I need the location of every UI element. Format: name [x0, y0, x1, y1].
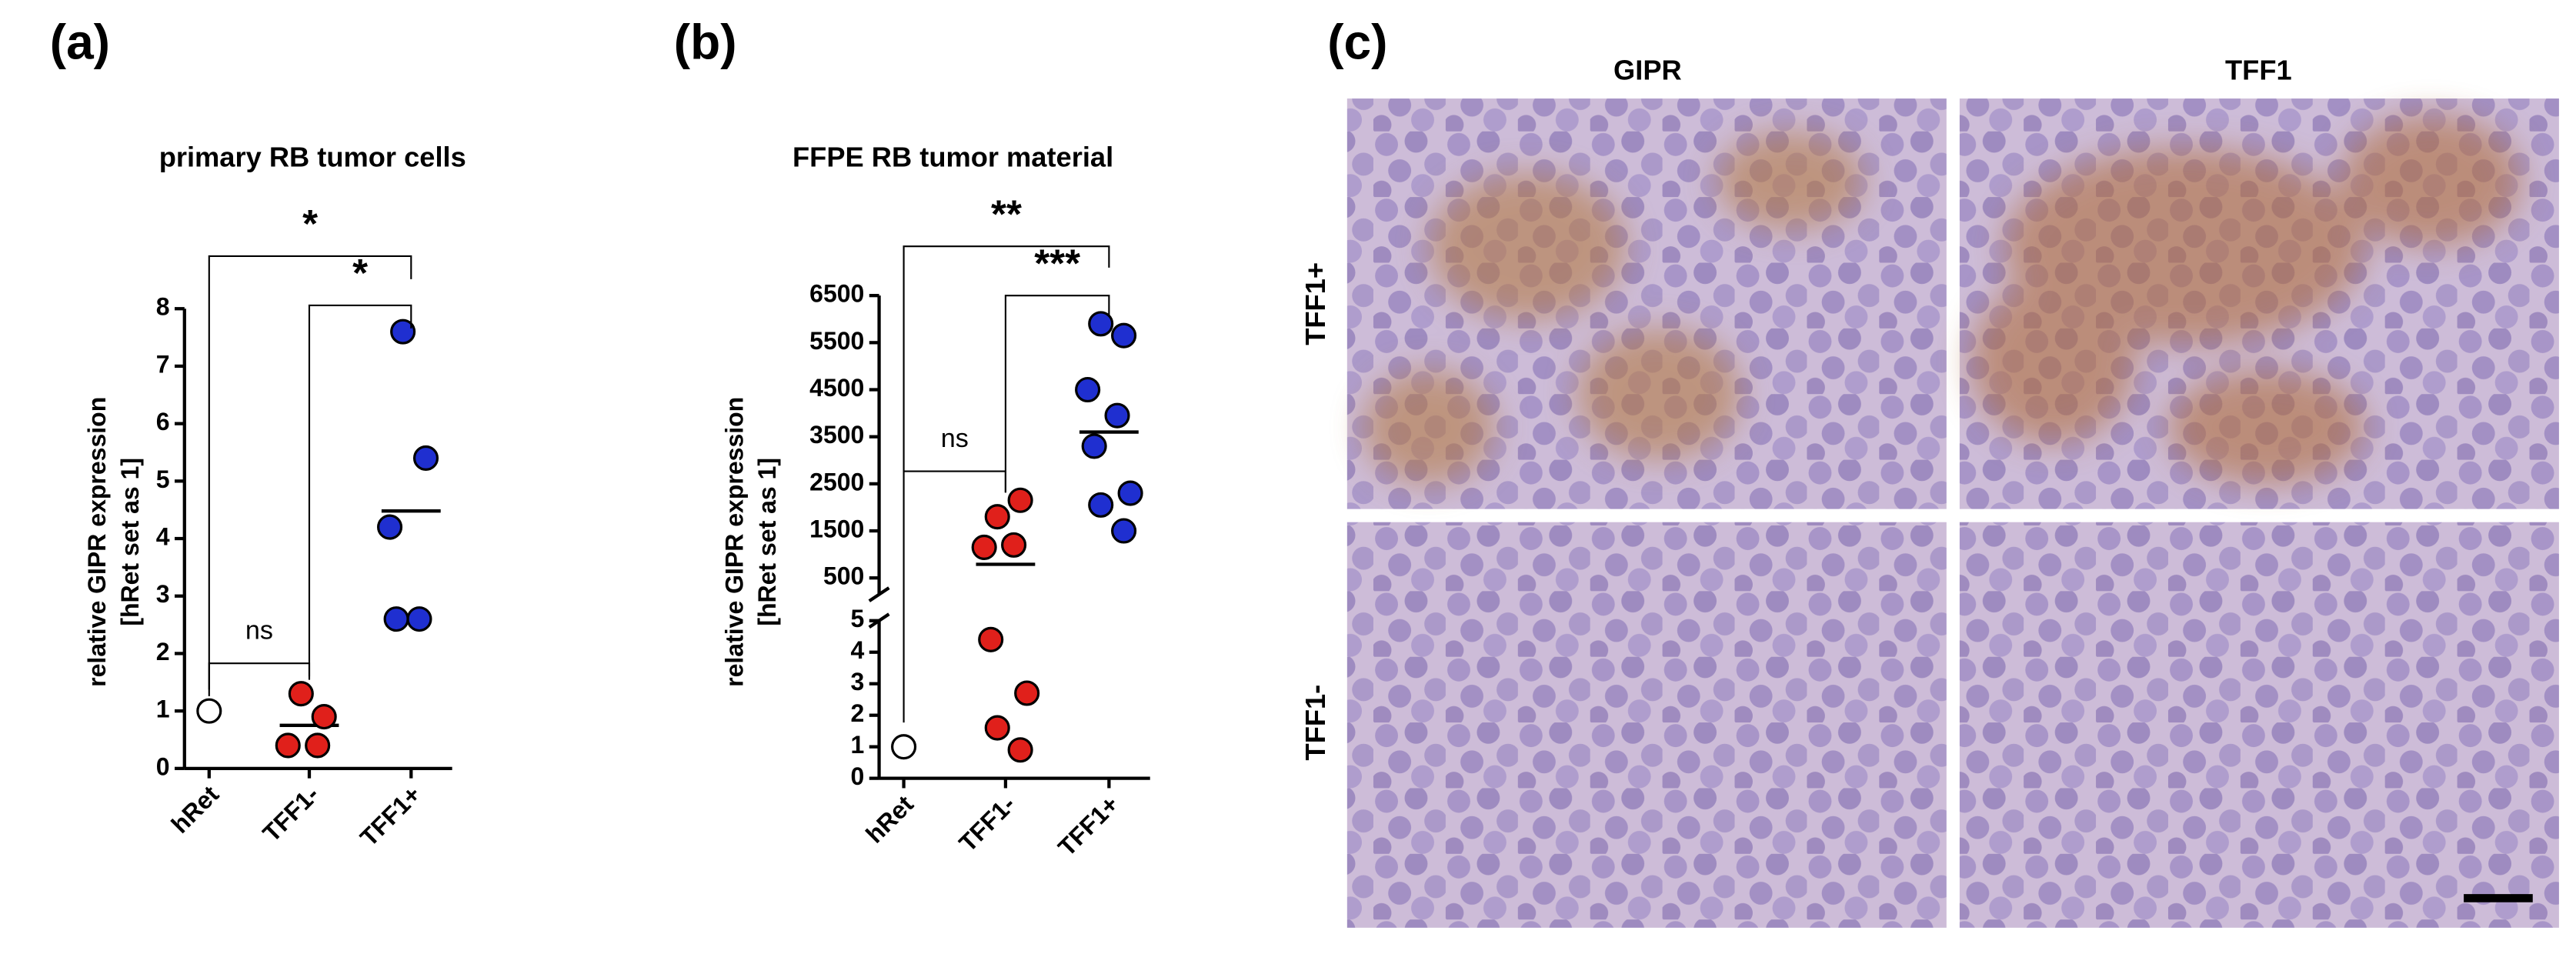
column-label: GIPR — [1613, 54, 1682, 85]
data-point — [1014, 680, 1040, 706]
y-axis-label: relative GIPR expression — [83, 397, 111, 687]
data-point — [1088, 492, 1114, 518]
y-tick-label: 2500 — [809, 468, 864, 495]
data-point — [891, 734, 917, 760]
y-tick-label: 0 — [156, 752, 170, 780]
data-point — [1104, 402, 1130, 429]
y-tick-label: 2 — [156, 638, 170, 665]
y-tick-label: 0 — [851, 762, 865, 790]
data-point — [1081, 433, 1107, 459]
y-tick-label: 500 — [823, 562, 864, 590]
data-point — [1117, 480, 1143, 506]
y-tick-label: 5500 — [809, 327, 864, 355]
data-point — [984, 715, 1010, 741]
data-point — [196, 698, 222, 724]
y-tick-label: 6500 — [809, 280, 864, 308]
y-tick-label: 3 — [156, 580, 170, 608]
y-tick-label: 1 — [156, 695, 170, 723]
data-point — [1111, 518, 1137, 544]
significance-bracket — [1004, 295, 1110, 493]
y-tick-label: 2 — [851, 699, 865, 727]
data-point — [1111, 322, 1137, 349]
x-tick-label: TFF1- — [953, 790, 1020, 857]
y-tick-label: 4 — [156, 522, 170, 550]
micrograph — [1959, 522, 2559, 928]
data-point — [984, 504, 1010, 530]
axis-break — [868, 586, 890, 602]
panel-label: (a) — [50, 15, 110, 70]
panel-label: (b) — [674, 15, 737, 70]
data-point — [305, 732, 331, 759]
y-tick-label: 1 — [851, 731, 865, 759]
data-point — [1007, 737, 1033, 763]
axis-break — [868, 612, 890, 629]
chart-title: FFPE RB tumor material — [792, 142, 1113, 173]
row-label: TFF1- — [1300, 685, 1331, 761]
staining — [1363, 115, 2521, 485]
significance-label: ns — [941, 424, 969, 453]
x-tick-label: TFF1+ — [355, 780, 426, 852]
column-label: TFF1 — [2225, 54, 2292, 85]
y-tick-label: 1500 — [809, 515, 864, 542]
chart-title: primary RB tumor cells — [159, 142, 466, 173]
y-tick-label: 8 — [156, 293, 170, 321]
data-point — [377, 514, 403, 540]
significance-label: * — [352, 251, 368, 295]
row-label: TFF1+ — [1300, 262, 1331, 345]
y-axis-label: [hRet set as 1] — [753, 458, 781, 626]
significance-label: ns — [245, 616, 273, 645]
data-point — [412, 445, 439, 471]
y-axis-label: relative GIPR expression — [720, 397, 748, 687]
x-tick-label: TFF1+ — [1053, 790, 1124, 862]
data-point — [1075, 376, 1101, 403]
panel-label: (c) — [1327, 15, 1387, 70]
significance-label: ** — [991, 192, 1022, 235]
y-tick-label: 3500 — [809, 421, 864, 449]
data-point — [1088, 311, 1114, 337]
data-point — [971, 534, 997, 560]
y-tick-label: 5 — [156, 465, 170, 493]
data-point — [406, 606, 432, 632]
y-tick-label: 7 — [156, 350, 170, 378]
y-tick-label: 4 — [851, 636, 865, 664]
data-point — [978, 626, 1004, 652]
micrograph — [1346, 522, 1947, 928]
data-point — [1001, 532, 1027, 558]
data-point — [311, 704, 337, 730]
y-tick-label: 3 — [851, 668, 865, 695]
significance-bracket — [208, 255, 412, 690]
data-point — [275, 732, 301, 759]
data-point — [1007, 487, 1033, 513]
significance-label: * — [302, 202, 318, 245]
significance-bracket — [308, 304, 412, 677]
x-tick-label: TFF1- — [257, 780, 324, 847]
data-point — [383, 606, 409, 632]
data-point — [288, 681, 314, 707]
y-tick-label: 6 — [156, 408, 170, 435]
y-tick-label: 5 — [851, 605, 865, 632]
x-tick-label: hRet — [860, 790, 919, 849]
y-tick-label: 4500 — [809, 374, 864, 402]
y-axis-label: [hRet set as 1] — [116, 458, 144, 626]
x-tick-label: hRet — [166, 780, 225, 839]
significance-label: *** — [1034, 241, 1080, 285]
panel-c: (c) GIPR TFF1 TFF1+ TFF1- — [1300, 15, 2559, 928]
data-point — [390, 319, 416, 345]
significance-bracket — [903, 245, 1110, 472]
